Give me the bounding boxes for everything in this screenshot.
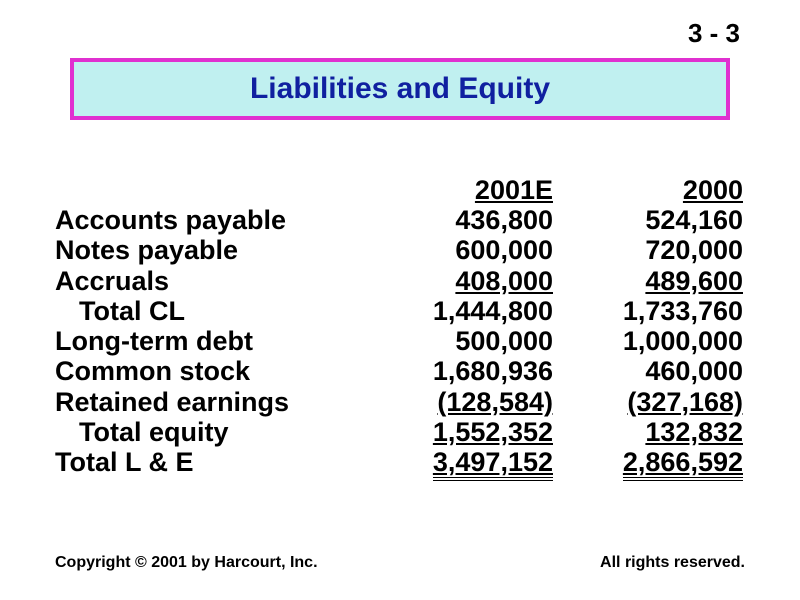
header-col-1: 2001E	[375, 175, 565, 205]
row-label: Common stock	[55, 356, 375, 386]
row-label: Notes payable	[55, 235, 375, 265]
row-label: Retained earnings	[55, 387, 375, 417]
row-value-1: 1,680,936	[375, 356, 565, 386]
row-value-2: 1,733,760	[565, 296, 755, 326]
row-label: Accounts payable	[55, 205, 375, 235]
table-row: Retained earnings(128,584)(327,168)	[55, 387, 755, 417]
table-row: Notes payable600,000720,000	[55, 235, 755, 265]
table-row: Total L & E3,497,1522,866,592	[55, 447, 755, 481]
table-row: Accruals408,000489,600	[55, 266, 755, 296]
row-value-1: (128,584)	[375, 387, 565, 417]
table-row: Accounts payable436,800524,160	[55, 205, 755, 235]
header-col-2: 2000	[565, 175, 755, 205]
table-row: Total CL1,444,8001,733,760	[55, 296, 755, 326]
row-value-2: 2,866,592	[565, 447, 755, 481]
row-value-1: 500,000	[375, 326, 565, 356]
row-value-1: 436,800	[375, 205, 565, 235]
row-label: Accruals	[55, 266, 375, 296]
row-label: Total equity	[55, 417, 375, 447]
row-value-1: 1,552,352	[375, 417, 565, 447]
liabilities-equity-table: 2001E 2000 Accounts payable436,800524,16…	[55, 175, 755, 481]
row-value-2: 1,000,000	[565, 326, 755, 356]
row-label: Long-term debt	[55, 326, 375, 356]
row-value-1: 408,000	[375, 266, 565, 296]
row-value-1: 600,000	[375, 235, 565, 265]
row-value-2: 489,600	[565, 266, 755, 296]
row-value-2: 460,000	[565, 356, 755, 386]
table-row: Total equity1,552,352132,832	[55, 417, 755, 447]
row-value-1: 3,497,152	[375, 447, 565, 481]
row-value-2: 524,160	[565, 205, 755, 235]
row-value-2: (327,168)	[565, 387, 755, 417]
header-blank	[55, 175, 375, 205]
footer-rights: All rights reserved.	[600, 554, 745, 572]
slide-title: Liabilities and Equity	[250, 72, 550, 106]
table-header-row: 2001E 2000	[55, 175, 755, 205]
table-row: Common stock1,680,936460,000	[55, 356, 755, 386]
page-number: 3 - 3	[688, 18, 740, 49]
footer-copyright: Copyright © 2001 by Harcourt, Inc.	[55, 554, 318, 572]
row-value-1: 1,444,800	[375, 296, 565, 326]
table-row: Long-term debt500,0001,000,000	[55, 326, 755, 356]
title-box: Liabilities and Equity	[70, 58, 730, 120]
footer: Copyright © 2001 by Harcourt, Inc. All r…	[55, 554, 745, 572]
row-label: Total L & E	[55, 447, 375, 481]
row-value-2: 132,832	[565, 417, 755, 447]
row-label: Total CL	[55, 296, 375, 326]
row-value-2: 720,000	[565, 235, 755, 265]
